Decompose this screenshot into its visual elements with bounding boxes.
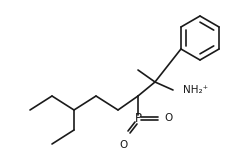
Text: NH₂⁺: NH₂⁺: [183, 85, 208, 95]
Text: O: O: [119, 140, 127, 150]
Text: P: P: [134, 111, 141, 125]
Text: O: O: [164, 113, 172, 123]
